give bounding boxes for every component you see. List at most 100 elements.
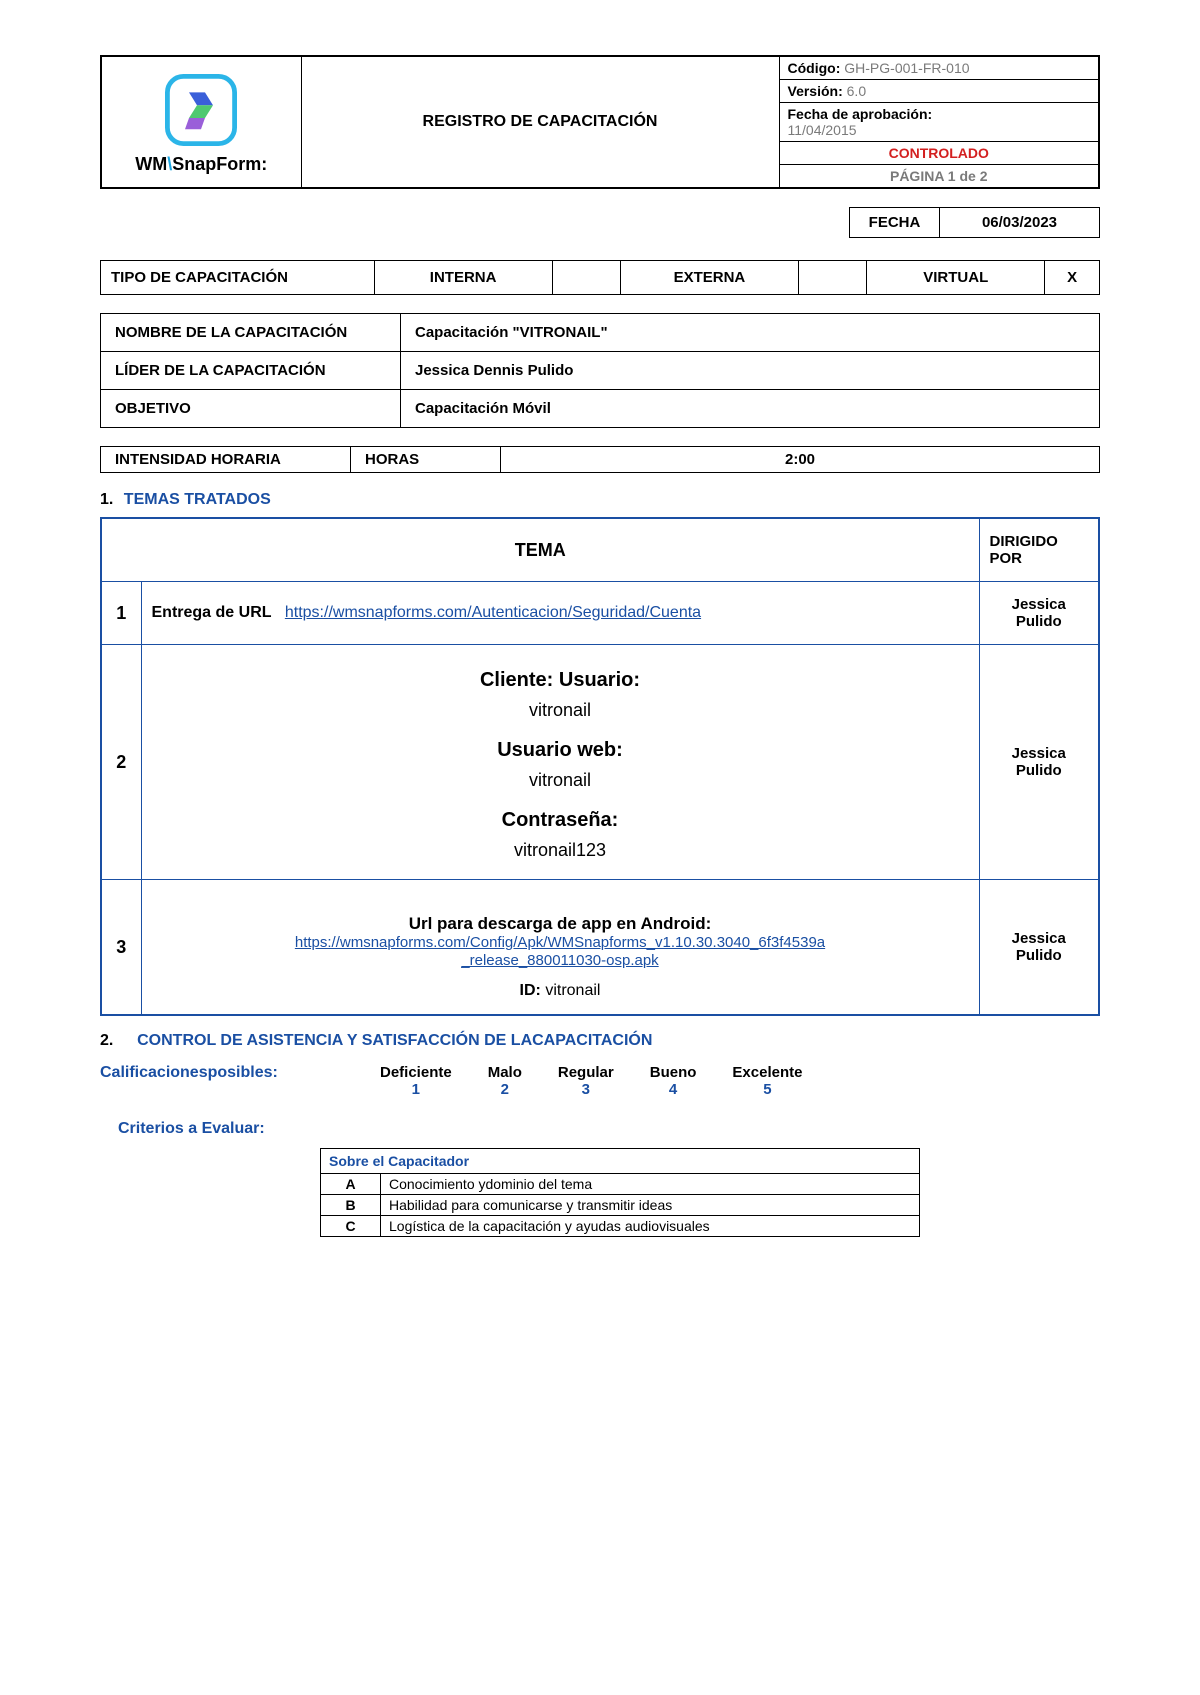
fecha-label: FECHA	[850, 208, 940, 238]
cliente-value: vitronail	[152, 700, 969, 721]
version-label: Versión:	[788, 83, 843, 99]
criterios-table: Sobre el Capacitador A Conocimiento ydom…	[320, 1148, 920, 1237]
dirigido-header: DIRIGIDO POR	[979, 518, 1099, 582]
tipo-table: TIPO DE CAPACITACIÓN INTERNA EXTERNA VIR…	[100, 260, 1100, 295]
tema1-dirigido: Jessica Pulido	[979, 582, 1099, 645]
tema1-label: Entrega de URL	[152, 604, 272, 621]
pass-label: Contraseña:	[152, 809, 969, 832]
calif-name: Malo	[488, 1064, 522, 1081]
objetivo-label: OBJETIVO	[101, 390, 401, 428]
calif-col: Bueno 4	[650, 1064, 697, 1098]
tipo-externa-x[interactable]	[798, 261, 866, 295]
lider-value: Jessica Dennis Pulido	[401, 352, 1100, 390]
logo-text: WM\SnapForm:	[110, 154, 293, 175]
calif-n: 2	[488, 1081, 522, 1098]
objetivo-value: Capacitación Móvil	[401, 390, 1100, 428]
snapform-logo-icon	[161, 70, 241, 150]
codigo-label: Código:	[788, 60, 841, 76]
usuario-label: Usuario web:	[152, 739, 969, 762]
horas-label: HORAS	[351, 447, 501, 473]
calif-n: 5	[732, 1081, 802, 1098]
aprob-row: Fecha de aprobación: 11/04/2015	[780, 103, 1099, 141]
temas-table: TEMA DIRIGIDO POR 1 Entrega de URL https…	[100, 517, 1100, 1016]
section2-heading: 2. CONTROL DE ASISTENCIA Y SATISFACCIÓN …	[100, 1032, 1100, 1050]
tema-idx: 2	[101, 645, 141, 880]
doc-title: REGISTRO DE CAPACITACIÓN	[301, 56, 779, 188]
section1-heading: 1. TEMAS TRATADOS	[100, 491, 1100, 509]
nombre-value: Capacitación "VITRONAIL"	[401, 314, 1100, 352]
nombre-label: NOMBRE DE LA CAPACITACIÓN	[101, 314, 401, 352]
criterio-row: B Habilidad para comunicarse y transmiti…	[321, 1195, 920, 1216]
section1-num: 1.	[100, 491, 113, 508]
criterio-text: Habilidad para comunicarse y transmitir …	[381, 1195, 920, 1216]
tipo-interna-x[interactable]	[552, 261, 620, 295]
criterio-text: Logística de la capacitación y ayudas au…	[381, 1216, 920, 1237]
tema3-url1[interactable]: https://wmsnapforms.com/Config/Apk/WMSna…	[295, 934, 825, 951]
intensidad-label: INTENSIDAD HORARIA	[101, 447, 351, 473]
tema2-content: Cliente: Usuario: vitronail Usuario web:…	[141, 645, 979, 880]
horas-value: 2:00	[501, 447, 1100, 473]
usuario-value: vitronail	[152, 770, 969, 791]
tema2-dirigido: Jessica Pulido	[979, 645, 1099, 880]
logo-text-snap: SnapForm	[172, 154, 261, 174]
info-table: NOMBRE DE LA CAPACITACIÓN Capacitación "…	[100, 313, 1100, 428]
section2-num: 2.	[100, 1032, 113, 1049]
cliente-label: Cliente: Usuario:	[152, 669, 969, 692]
tema-row: 2 Cliente: Usuario: vitronail Usuario we…	[101, 645, 1099, 880]
criterio-row: C Logística de la capacitación y ayudas …	[321, 1216, 920, 1237]
codigo-value: GH-PG-001-FR-010	[844, 60, 969, 76]
calif-col: Regular 3	[558, 1064, 614, 1098]
criterios-label: Criterios a Evaluar:	[118, 1120, 1100, 1138]
logo-text-wm: WM	[135, 154, 167, 174]
tema-idx: 1	[101, 582, 141, 645]
calif-name: Deficiente	[380, 1064, 452, 1081]
tema-row: 1 Entrega de URL https://wmsnapforms.com…	[101, 582, 1099, 645]
controlado: CONTROLADO	[780, 142, 1099, 164]
calif-n: 1	[380, 1081, 452, 1098]
criterio-row: A Conocimiento ydominio del tema	[321, 1174, 920, 1195]
calif-n: 3	[558, 1081, 614, 1098]
aprob-value: 11/04/2015	[788, 122, 857, 138]
intensidad-table: INTENSIDAD HORARIA HORAS 2:00	[100, 446, 1100, 473]
logo-cell: WM\SnapForm:	[101, 56, 301, 188]
tema-row: 3 Url para descarga de app en Android: h…	[101, 880, 1099, 1016]
pass-value: vitronail123	[152, 840, 969, 861]
lider-label: LÍDER DE LA CAPACITACIÓN	[101, 352, 401, 390]
criterio-text: Conocimiento ydominio del tema	[381, 1174, 920, 1195]
codigo-row: Código: GH-PG-001-FR-010	[780, 57, 1099, 79]
calif-grid: Deficiente 1 Malo 2 Regular 3 Bueno 4 Ex…	[380, 1064, 802, 1098]
tema-idx: 3	[101, 880, 141, 1016]
tipo-virtual: VIRTUAL	[867, 261, 1045, 295]
calif-label: Calificacionesposibles:	[100, 1064, 380, 1082]
criterio-letter: A	[321, 1174, 381, 1195]
criterios-header: Sobre el Capacitador	[321, 1149, 920, 1174]
aprob-label: Fecha de aprobación:	[788, 106, 933, 122]
tema3-url2[interactable]: _release_880011030-osp.apk	[461, 952, 658, 969]
tipo-externa: EXTERNA	[621, 261, 799, 295]
tema1-url[interactable]: https://wmsnapforms.com/Autenticacion/Se…	[285, 604, 701, 621]
calif-n: 4	[650, 1081, 697, 1098]
tema3-content: Url para descarga de app en Android: htt…	[141, 880, 979, 1016]
tema1-content: Entrega de URL https://wmsnapforms.com/A…	[141, 582, 979, 645]
tipo-interna: INTERNA	[374, 261, 552, 295]
doc-header: WM\SnapForm: REGISTRO DE CAPACITACIÓN Có…	[100, 55, 1100, 189]
version-row: Versión: 6.0	[780, 80, 1099, 102]
calif-col: Excelente 5	[732, 1064, 802, 1098]
pagina: PÁGINA 1 de 2	[780, 165, 1099, 187]
fecha-table: FECHA 06/03/2023	[849, 207, 1100, 238]
criterio-letter: C	[321, 1216, 381, 1237]
tipo-label: TIPO DE CAPACITACIÓN	[101, 261, 375, 295]
tema3-label: Url para descarga de app en Android:	[152, 914, 969, 934]
calif-name: Bueno	[650, 1064, 697, 1081]
section2-title: CONTROL DE ASISTENCIA Y SATISFACCIÓN DE …	[137, 1032, 652, 1049]
calif-name: Excelente	[732, 1064, 802, 1081]
calif-name: Regular	[558, 1064, 614, 1081]
version-value: 6.0	[847, 83, 866, 99]
fecha-value: 06/03/2023	[940, 208, 1100, 238]
calif-col: Deficiente 1	[380, 1064, 452, 1098]
tema3-id-label: ID:	[520, 982, 541, 999]
section1-title: TEMAS TRATADOS	[124, 491, 271, 508]
tipo-virtual-x[interactable]: X	[1045, 261, 1100, 295]
tema3-dirigido: Jessica Pulido	[979, 880, 1099, 1016]
calificaciones-row: Calificacionesposibles: Deficiente 1 Mal…	[100, 1064, 1100, 1098]
